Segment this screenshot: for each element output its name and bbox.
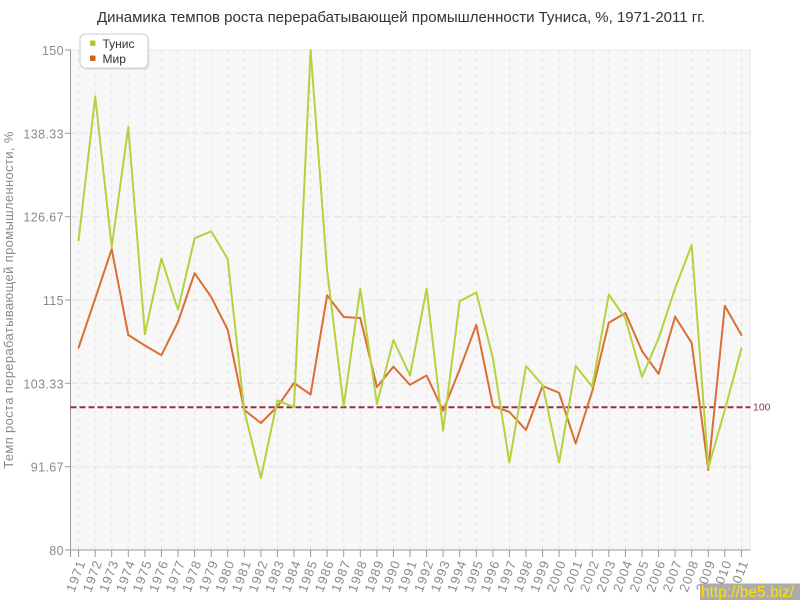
svg-text:91.67: 91.67 [31,461,64,475]
svg-text:http://be5.biz/: http://be5.biz/ [701,584,795,600]
svg-text:Тунис: Тунис [103,37,135,51]
svg-text:103.33: 103.33 [23,377,64,391]
svg-text:100: 100 [753,402,771,414]
svg-text:Динамика темпов роста перераба: Динамика темпов роста перерабатывающей п… [97,9,705,26]
svg-text:150: 150 [42,44,64,58]
svg-text:126.67: 126.67 [23,211,64,225]
svg-text:Мир: Мир [103,52,127,66]
svg-text:80: 80 [49,544,64,558]
svg-text:115: 115 [43,294,64,308]
svg-text:Темп роста перерабатывающей пр: Темп роста перерабатывающей промышленнос… [1,131,16,469]
svg-text:138.33: 138.33 [23,127,64,141]
